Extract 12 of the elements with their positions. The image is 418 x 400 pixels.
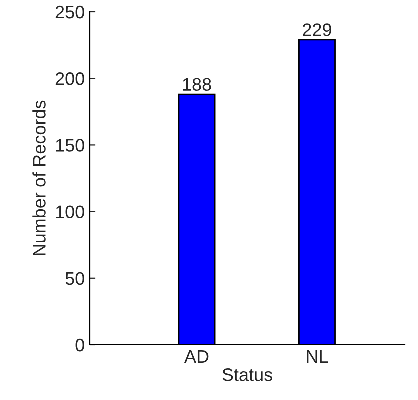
y-axis-title: Number of Records [32, 100, 46, 256]
x-tick-label: AD [184, 350, 209, 363]
y-tick-label: 0 [76, 338, 84, 352]
data-label: 229 [303, 24, 332, 36]
x-tick-label: NL [307, 350, 328, 363]
y-tick-label: 100 [56, 206, 84, 219]
y-tick-label: 150 [56, 139, 84, 152]
y-tick-label: 50 [66, 272, 84, 286]
data-label: 188 [183, 78, 212, 92]
y-tick-label: 250 [56, 6, 84, 19]
y-tick-label: 200 [56, 72, 84, 86]
x-axis-title: Status [222, 368, 272, 382]
